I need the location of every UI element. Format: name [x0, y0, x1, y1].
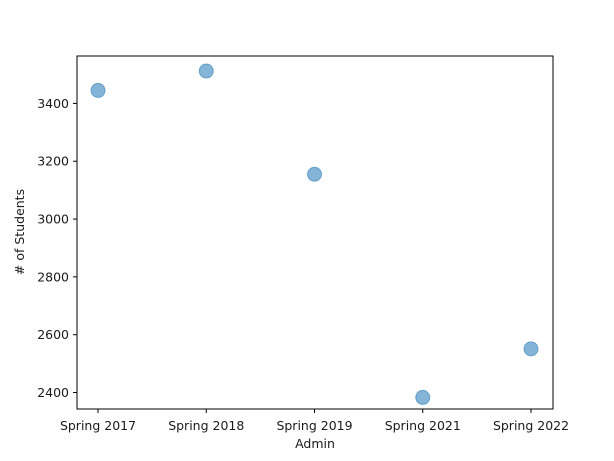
- x-tick-label: Spring 2022: [493, 418, 569, 433]
- data-point: [198, 63, 214, 79]
- y-tick-label: 2400: [37, 385, 69, 400]
- data-point: [523, 341, 539, 357]
- x-axis-label: Admin: [295, 436, 335, 451]
- data-point: [415, 389, 431, 405]
- x-axis: Spring 2017 Spring 2018 Spring 2019 Spring …: [60, 409, 569, 433]
- x-tick-label: Spring 2018: [168, 418, 244, 433]
- data-point: [90, 82, 106, 98]
- y-tick-label: 3200: [37, 154, 69, 169]
- x-tick-label: Spring 2019: [276, 418, 352, 433]
- y-tick-label: 3000: [37, 212, 69, 227]
- data-point: [307, 166, 322, 182]
- y-tick-label: 2600: [37, 327, 69, 342]
- x-tick-label: Spring 2021: [385, 418, 461, 433]
- plot-frame: [76, 55, 554, 410]
- x-tick-label: Spring 2017: [60, 418, 136, 433]
- data-points: [90, 63, 539, 405]
- y-tick-label: 3400: [37, 96, 69, 111]
- plot-area: [77, 56, 553, 409]
- y-axis-label: # of Students: [12, 189, 27, 275]
- y-axis: 2400 2600 2800 3000 3200 3400: [37, 96, 77, 400]
- y-tick-label: 2800: [37, 269, 69, 284]
